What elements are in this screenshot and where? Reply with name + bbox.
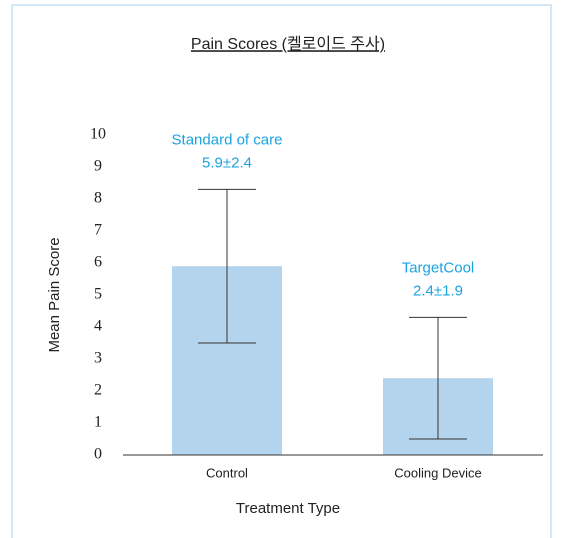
y-tick-label: 5 (94, 286, 102, 303)
value-label: 5.9±2.4 (202, 154, 252, 171)
y-tick-label: 6 (94, 254, 102, 271)
y-tick-label: 0 (94, 446, 102, 463)
error-bar (409, 316, 467, 440)
x-axis-label: Treatment Type (236, 500, 340, 517)
x-tick-label: Cooling Device (394, 465, 481, 480)
y-tick-label: 9 (94, 158, 102, 175)
y-tick-label: 8 (94, 190, 102, 207)
y-tick-label: 7 (94, 222, 102, 239)
y-axis-label: Mean Pain Score (46, 237, 63, 352)
chart-title: Pain Scores (켈로이드 주사) (191, 35, 385, 53)
y-tick-label: 10 (90, 126, 106, 143)
frame (11, 4, 552, 538)
error-bar (198, 188, 256, 344)
annotation: TargetCool (402, 259, 475, 276)
x-tick-label: Control (206, 465, 248, 480)
value-label: 2.4±1.9 (413, 282, 463, 299)
y-tick-label: 1 (94, 414, 102, 431)
y-tick-label: 3 (94, 350, 102, 367)
y-tick-label: 4 (94, 318, 102, 335)
y-tick-label: 2 (94, 382, 102, 399)
annotation: Standard of care (172, 131, 283, 148)
